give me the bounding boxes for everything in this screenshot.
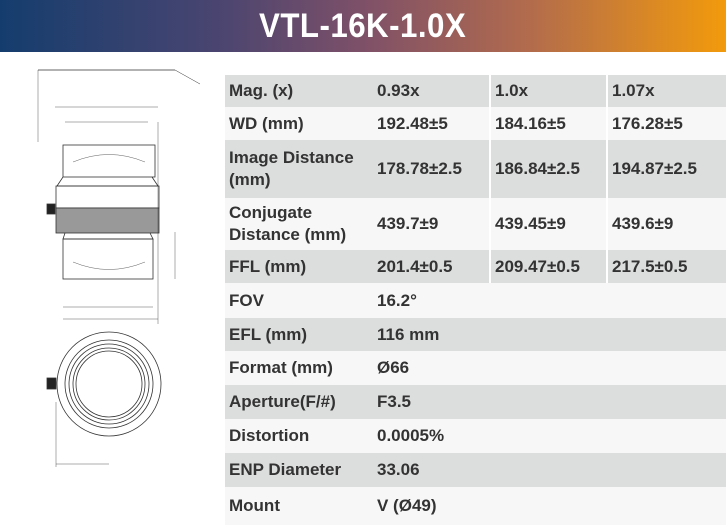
spec-label: ENP Diameter (229, 460, 342, 479)
spec-value: 192.48±5 (377, 113, 448, 133)
spec-row-efl: EFL (mm) 116 mm (225, 318, 726, 351)
spec-row-enp-diameter: ENP Diameter 33.06 (225, 453, 726, 487)
spec-label: FOV (229, 290, 264, 310)
spec-value: 201.4±0.5 (377, 256, 453, 276)
spec-label: Format (mm) (229, 358, 333, 377)
spec-row-distortion: Distortion 0.0005% (225, 419, 726, 453)
spec-value: 217.5±0.5 (606, 250, 726, 283)
spec-value: 1.07x (606, 75, 726, 107)
spec-row-magnification: Mag. (x) 0.93x 1.0x 1.07x (225, 75, 726, 107)
title-banner: VTL-16K-1.0X (0, 0, 726, 52)
spec-value: 209.47±0.5 (489, 250, 606, 283)
spec-row-ffl: FFL (mm) 201.4±0.5 209.47±0.5 217.5±0.5 (225, 250, 726, 283)
spec-value: 178.78±2.5 (377, 159, 462, 178)
spec-row-format: Format (mm) Ø66 (225, 351, 726, 385)
spec-row-mount: Mount V (Ø49) (225, 487, 726, 525)
spec-row-wd: WD (mm) 192.48±5 184.16±5 176.28±5 (225, 107, 726, 140)
lens-technical-drawing (37, 69, 201, 467)
spec-value: 33.06 (377, 460, 420, 479)
spec-row-conjugate-distance: Conjugate Distance (mm) 439.7±9 439.45±9… (225, 198, 726, 250)
spec-label: Mount (229, 496, 280, 515)
spec-label: Mag. (x) (229, 81, 294, 100)
spec-label: WD (mm) (229, 113, 304, 133)
spec-value: 0.93x (377, 81, 420, 100)
spec-value: 0.0005% (377, 426, 445, 445)
spec-value: 194.87±2.5 (606, 140, 726, 198)
spec-value: 116 mm (377, 324, 440, 344)
spec-row-image-distance: Image Distance (mm) 178.78±2.5 186.84±2.… (225, 140, 726, 198)
spec-label: EFL (mm) (229, 324, 308, 344)
spec-value: 439.45±9 (489, 198, 606, 250)
spec-value: 186.84±2.5 (489, 140, 606, 198)
spec-value: 176.28±5 (606, 107, 726, 140)
spec-value: 16.2° (377, 290, 417, 310)
spec-row-aperture: Aperture(F/#) F3.5 (225, 385, 726, 419)
spec-value: F3.5 (377, 392, 412, 411)
spec-value: V (Ø49) (377, 496, 437, 515)
spec-row-fov: FOV 16.2° (225, 283, 726, 318)
product-title: VTL-16K-1.0X (259, 6, 467, 45)
spec-label: Aperture(F/#) (229, 392, 336, 411)
spec-table: Mag. (x) 0.93x 1.0x 1.07x WD (mm) 192.48… (225, 75, 726, 525)
spec-value: Ø66 (377, 358, 410, 377)
spec-label: Conjugate Distance (mm) (229, 203, 347, 244)
spec-value: 439.7±9 (377, 214, 439, 233)
spec-value: 1.0x (489, 75, 606, 107)
spec-label: Distortion (229, 426, 310, 445)
spec-value: 184.16±5 (489, 107, 606, 140)
spec-label: Image Distance (mm) (229, 148, 354, 189)
spec-label: FFL (mm) (229, 256, 307, 276)
spec-value: 439.6±9 (606, 198, 726, 250)
